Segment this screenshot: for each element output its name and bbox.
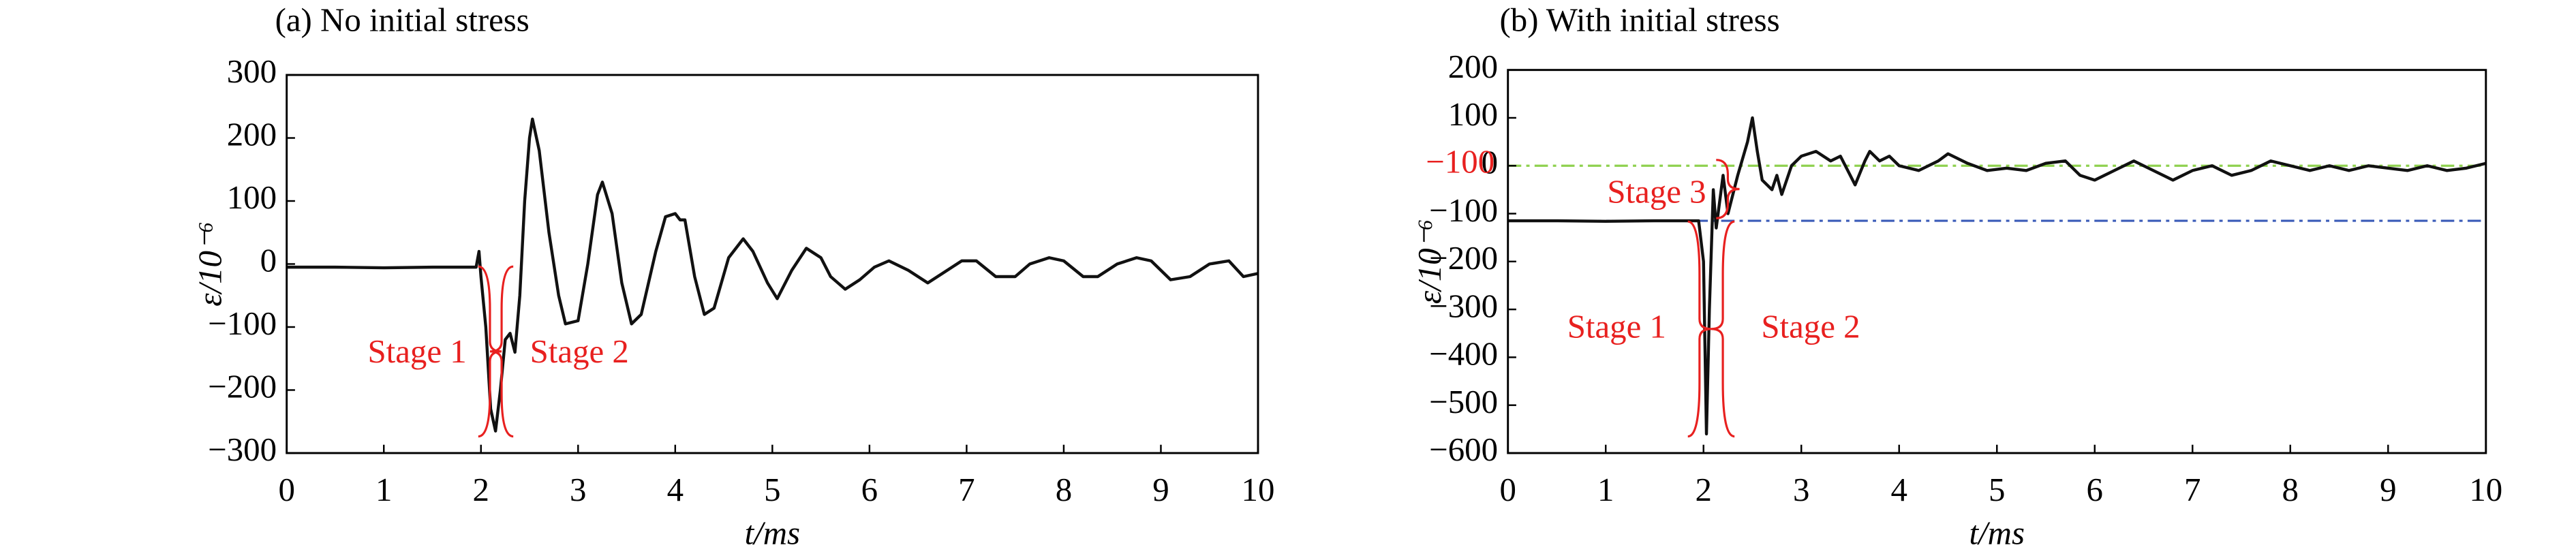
- x-tick-label: 9: [1152, 471, 1169, 508]
- y-tick-label: −300: [208, 431, 277, 468]
- x-tick-label: 4: [1891, 471, 1907, 508]
- y-tick-label: −600: [1429, 431, 1498, 468]
- y-tick-label: 100: [1448, 95, 1498, 133]
- x-tick-label: 10: [2469, 471, 2502, 508]
- chart-title: (a) No initial stress: [275, 1, 530, 38]
- x-tick-label: 0: [1499, 471, 1516, 508]
- annotation: Stage 3: [1607, 172, 1706, 210]
- annotation: −100: [1426, 142, 1494, 180]
- x-tick-label: 3: [1793, 471, 1809, 508]
- x-tick-label: 4: [667, 471, 684, 508]
- x-tick-label: 9: [2380, 471, 2396, 508]
- annotation: Stage 1: [367, 332, 466, 370]
- y-tick-label: −200: [208, 368, 277, 405]
- data-line: [286, 117, 1259, 433]
- y-tick-label: −300: [1429, 287, 1498, 324]
- y-tick-label: −400: [1429, 335, 1498, 373]
- y-tick-label: 200: [1448, 48, 1498, 85]
- x-tick-label: 1: [1597, 471, 1614, 508]
- y-tick-label: −500: [1429, 383, 1498, 420]
- y-tick-label: 0: [260, 242, 277, 279]
- y-tick-label: −100: [1429, 191, 1498, 229]
- x-tick-label: 8: [1056, 471, 1072, 508]
- brace: [489, 265, 514, 438]
- brace: [1716, 159, 1740, 219]
- x-tick-label: 10: [1242, 471, 1275, 508]
- x-tick-label: 2: [1696, 471, 1712, 508]
- data-line: [1507, 116, 2487, 436]
- x-tick-label: 5: [1989, 471, 2005, 508]
- x-tick-label: 8: [2282, 471, 2299, 508]
- x-axis-label: t/ms: [1969, 514, 2025, 551]
- y-tick-label: 300: [227, 52, 277, 90]
- x-tick-label: 6: [2087, 471, 2103, 508]
- x-tick-label: 6: [861, 471, 878, 508]
- x-tick-label: 7: [958, 471, 975, 508]
- x-tick-label: 2: [473, 471, 489, 508]
- y-tick-label: −100: [208, 305, 277, 342]
- y-axis-label: ε/10⁻⁶: [191, 221, 228, 307]
- x-tick-label: 3: [570, 471, 586, 508]
- plot-frame: [286, 74, 1259, 454]
- y-tick-label: 0: [1482, 143, 1498, 181]
- annotation: Stage 1: [1567, 307, 1666, 345]
- chart-title: (b) With initial stress: [1499, 1, 1779, 38]
- x-tick-label: 5: [764, 471, 780, 508]
- y-axis-label: ε/10⁻⁶: [1411, 219, 1448, 305]
- x-tick-label: 0: [278, 471, 294, 508]
- brace: [1711, 220, 1735, 438]
- y-tick-label: −200: [1429, 239, 1498, 277]
- plot-frame: [1507, 69, 2487, 454]
- annotation: Stage 2: [1761, 307, 1860, 345]
- y-tick-label: 100: [227, 179, 277, 216]
- x-tick-label: 1: [375, 471, 392, 508]
- x-axis-label: t/ms: [745, 514, 800, 551]
- y-tick-label: 200: [227, 116, 277, 153]
- x-tick-label: 7: [2184, 471, 2201, 508]
- brace: [478, 265, 502, 438]
- annotation: Stage 2: [530, 332, 629, 370]
